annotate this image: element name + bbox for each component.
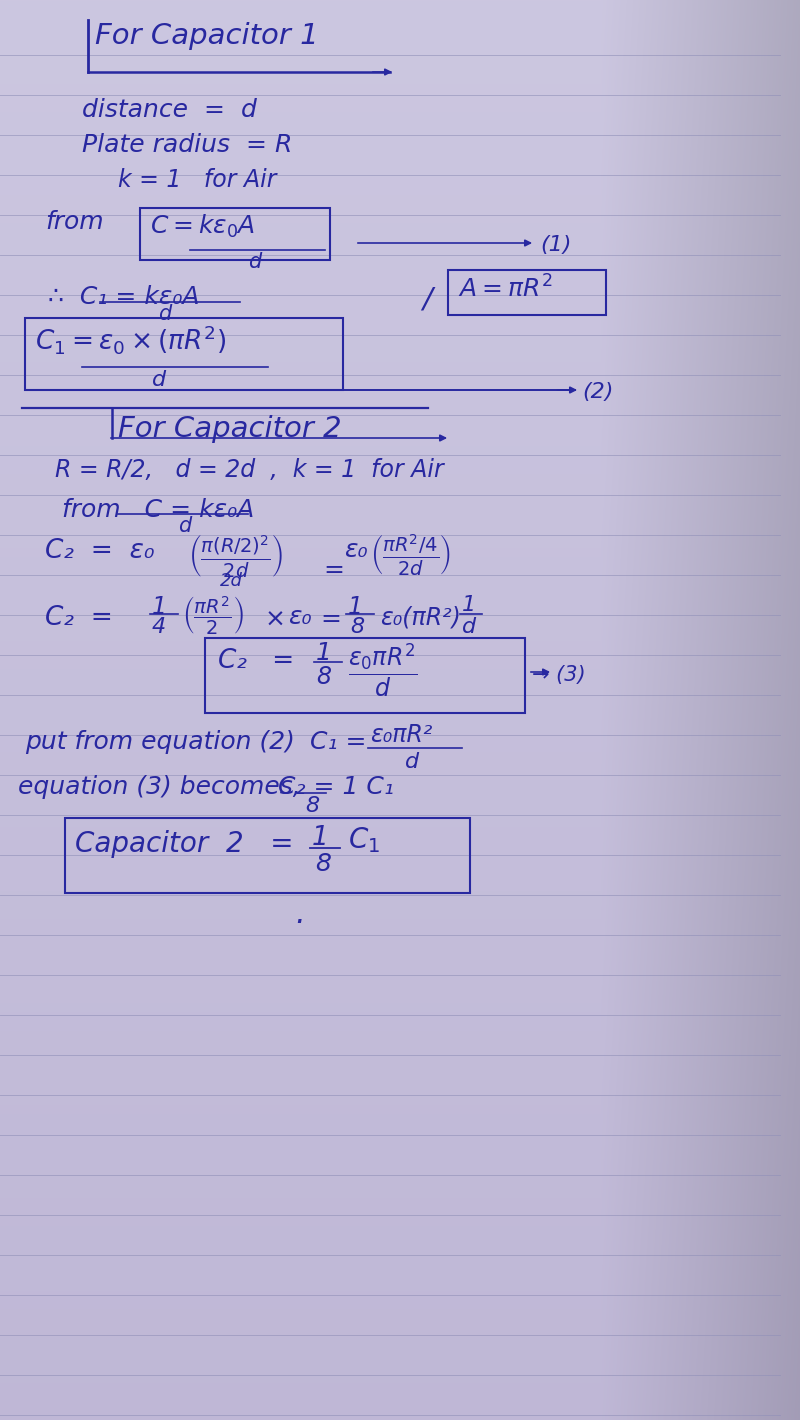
Text: $A = \pi R^2$: $A = \pi R^2$ [458, 275, 553, 302]
Text: =: = [320, 606, 341, 630]
Text: ×: × [265, 608, 286, 632]
Bar [205, 638, 525, 713]
Text: C₂  =: C₂ = [45, 605, 113, 630]
Text: $C_1$: $C_1$ [348, 825, 380, 855]
Text: 8: 8 [316, 665, 331, 689]
Text: ε₀: ε₀ [344, 538, 367, 562]
Bar [448, 270, 606, 315]
Text: Capacitor  2   =: Capacitor 2 = [75, 831, 294, 858]
Text: ε₀πR²: ε₀πR² [370, 723, 432, 747]
Text: put from equation (2): put from equation (2) [25, 730, 295, 754]
Text: 1: 1 [312, 825, 329, 851]
Text: /: / [422, 285, 432, 312]
Text: from: from [45, 210, 104, 234]
Text: 1: 1 [316, 640, 332, 665]
Text: =: = [323, 558, 344, 582]
Text: $\left(\dfrac{\pi R^2}{2}\right)$: $\left(\dfrac{\pi R^2}{2}\right)$ [182, 594, 244, 636]
Text: C₁ =: C₁ = [310, 730, 366, 754]
Text: $\left(\dfrac{\pi (R/2)^2}{2d}\right)$: $\left(\dfrac{\pi (R/2)^2}{2d}\right)$ [188, 532, 283, 579]
Text: 8: 8 [350, 618, 364, 638]
Text: $\left(\dfrac{\pi R^2/4}{2d}\right)$: $\left(\dfrac{\pi R^2/4}{2d}\right)$ [370, 532, 451, 577]
Text: C₂   =: C₂ = [218, 648, 294, 674]
Text: 4: 4 [152, 618, 166, 638]
Text: .: . [295, 900, 305, 929]
Text: $C = k\varepsilon_0 A$: $C = k\varepsilon_0 A$ [150, 213, 255, 240]
Text: ε₀(πR²): ε₀(πR²) [380, 605, 461, 629]
Text: 2d: 2d [220, 572, 243, 589]
Text: For Capacitor 1: For Capacitor 1 [95, 21, 318, 50]
Text: k = 1   for Air: k = 1 for Air [118, 168, 277, 192]
Text: R = R/2,   d = 2d  ,  k = 1  for Air: R = R/2, d = 2d , k = 1 for Air [55, 459, 444, 481]
Text: 1: 1 [462, 595, 476, 615]
Text: $\dfrac{\varepsilon_0 \pi R^2}{d}$: $\dfrac{\varepsilon_0 \pi R^2}{d}$ [348, 640, 418, 699]
Text: 1: 1 [152, 595, 167, 619]
Text: 8: 8 [305, 797, 319, 816]
Bar [25, 318, 343, 390]
Text: 1: 1 [348, 595, 363, 619]
Text: 8: 8 [315, 852, 331, 876]
Text: d: d [405, 753, 419, 772]
Text: (1): (1) [540, 234, 571, 256]
Text: d: d [152, 371, 166, 390]
Text: d: d [248, 251, 262, 273]
Text: Plate radius  = R: Plate radius = R [82, 133, 292, 158]
Text: equation (3) becomes,: equation (3) becomes, [18, 775, 301, 799]
Text: from   C = kε₀A: from C = kε₀A [62, 498, 254, 523]
Text: d: d [158, 304, 171, 324]
Text: $C_1 = \varepsilon_0 \times (\pi R^2)$: $C_1 = \varepsilon_0 \times (\pi R^2)$ [35, 322, 226, 356]
Text: C₂  =  ε₀: C₂ = ε₀ [45, 538, 154, 564]
Bar [65, 818, 470, 893]
Text: ∴  C₁ = kε₀A: ∴ C₁ = kε₀A [48, 285, 199, 310]
Text: → (3): → (3) [532, 665, 586, 684]
Text: d: d [178, 515, 191, 535]
Text: ε₀: ε₀ [288, 605, 311, 629]
Text: (2): (2) [582, 382, 614, 402]
Bar [140, 207, 330, 260]
Text: C₂ = 1 C₁: C₂ = 1 C₁ [278, 775, 394, 799]
Text: For Capacitor 2: For Capacitor 2 [118, 415, 342, 443]
Text: d: d [462, 618, 476, 638]
Text: distance  =  d: distance = d [82, 98, 257, 122]
